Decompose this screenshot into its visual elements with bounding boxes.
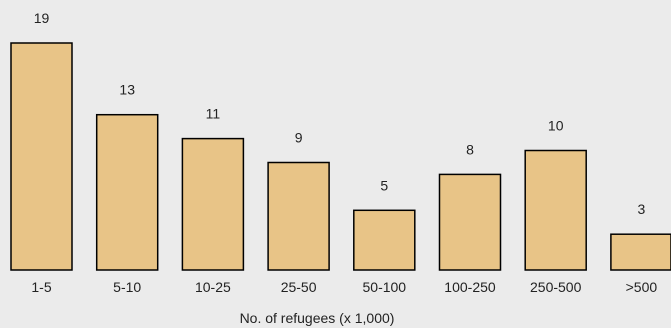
bar-1 <box>10 42 73 271</box>
bar-7 <box>524 149 587 271</box>
tick-label-7: 250-500 <box>530 279 582 295</box>
tick-label-6: 100-250 <box>444 279 496 295</box>
bar-5 <box>353 209 416 271</box>
value-labels-layer: 19 13 11 9 5 8 10 3 <box>34 10 646 217</box>
tick-label-1: 1-5 <box>31 279 51 295</box>
bar-6 <box>438 173 502 271</box>
tick-label-8: >500 <box>626 279 658 295</box>
tick-label-5: 50-100 <box>363 279 407 295</box>
value-label-4: 9 <box>295 130 303 146</box>
value-label-3: 11 <box>206 106 221 122</box>
x-axis-title: No. of refugees (x 1,000) <box>240 310 395 326</box>
bar-3 <box>181 137 245 271</box>
value-label-5: 5 <box>380 177 388 193</box>
value-label-1: 19 <box>34 10 50 26</box>
bar-8 <box>610 233 671 271</box>
tick-label-4: 25-50 <box>281 279 317 295</box>
value-label-7: 10 <box>548 118 564 134</box>
tick-label-2: 5-10 <box>113 279 141 295</box>
value-label-6: 8 <box>466 141 474 157</box>
value-label-8: 3 <box>638 201 646 217</box>
value-label-2: 13 <box>119 82 135 98</box>
tick-labels-layer: 1-5 5-10 10-25 25-50 50-100 100-250 250-500 >50… <box>31 279 657 295</box>
bar-4 <box>267 161 330 271</box>
bar-2 <box>95 113 159 271</box>
tick-label-3: 10-25 <box>195 279 231 295</box>
bars-layer <box>10 42 671 271</box>
